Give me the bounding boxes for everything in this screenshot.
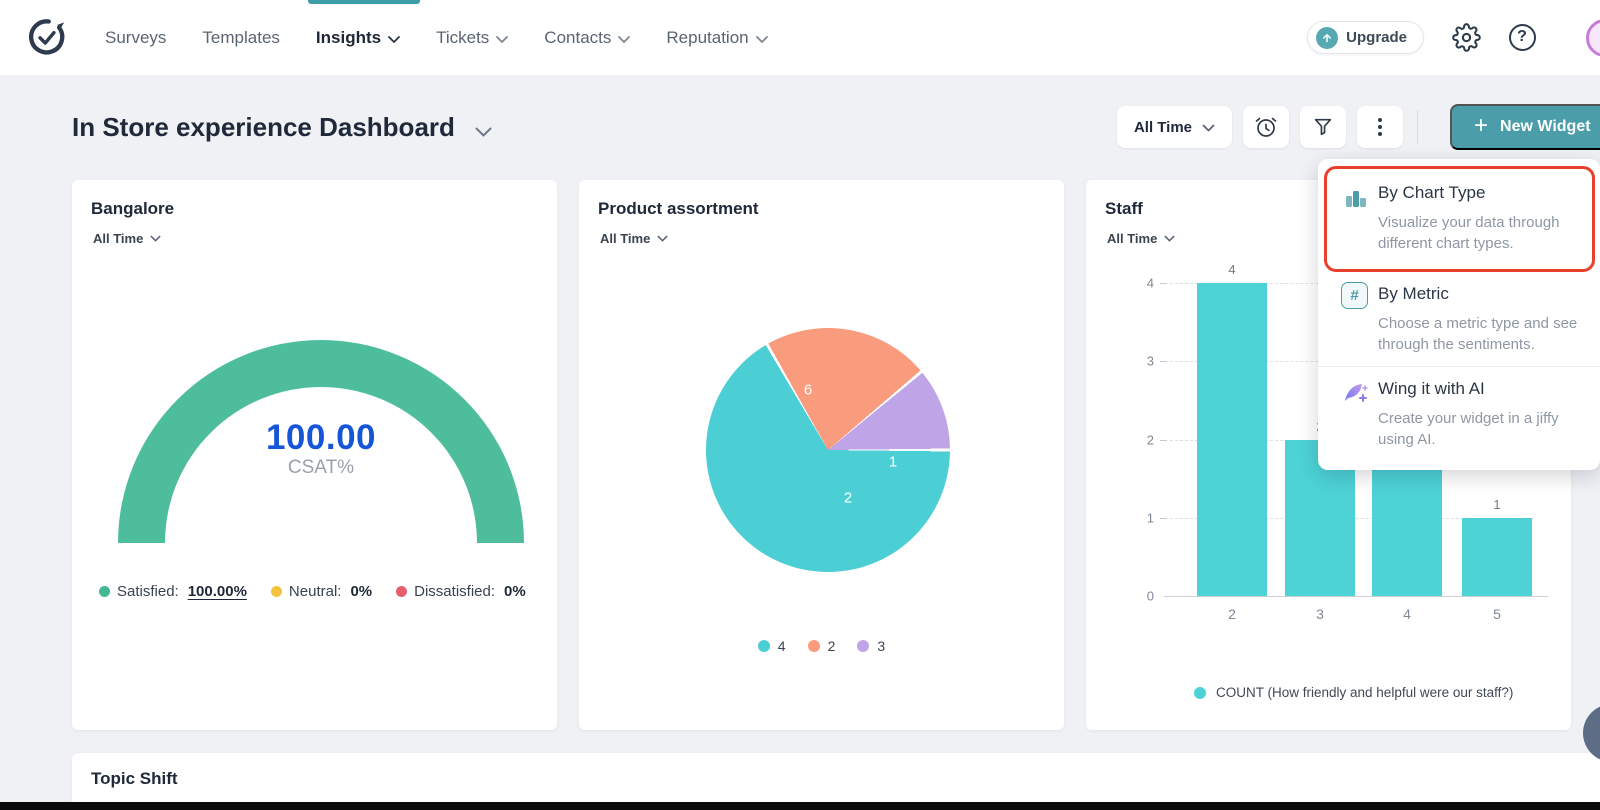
nav-tickets[interactable]: Tickets [436, 27, 509, 49]
dissatisfied-dot [396, 586, 408, 597]
x-axis-tick: 3 [1316, 606, 1324, 622]
x-axis-tick: 2 [1228, 606, 1236, 622]
bar [1462, 517, 1532, 596]
neutral-dot [270, 586, 282, 597]
widget-topic-shift: Topic Shift [72, 753, 1600, 810]
upgrade-button[interactable]: Upgrade [1307, 21, 1424, 54]
user-avatar[interactable] [1586, 19, 1600, 57]
y-axis-tick: 2 [1146, 432, 1154, 447]
x-axis-tick: 4 [1403, 606, 1411, 622]
chevron-down-icon [150, 231, 161, 246]
menu-divider [1318, 366, 1600, 367]
bar [1197, 283, 1267, 596]
chevron-down-icon [657, 231, 668, 246]
main-nav: Surveys Templates Insights Tickets Conta… [105, 0, 768, 75]
axis-tick-mark [1160, 439, 1167, 441]
legend-dot [1194, 686, 1206, 699]
legend-item: Neutral: 0% [270, 583, 372, 600]
widget-title: Bangalore [91, 199, 175, 218]
chevron-down-icon [1202, 120, 1215, 137]
axis-tick-mark [1160, 361, 1167, 363]
satisfied-dot [99, 586, 110, 597]
legend-item: 4 [757, 638, 786, 654]
gauge-metric-label: CSAT% [287, 457, 355, 478]
filter-funnel-icon [1314, 118, 1332, 136]
settings-gear-icon[interactable] [1451, 22, 1481, 52]
bar-chart-icon [1343, 185, 1369, 216]
widget-bangalore: Bangalore All Time 100.00 CSAT% Satisfie… [72, 180, 557, 730]
pie-legend: 4 2 3 [579, 638, 1064, 654]
gauge-legend: Satisfied: 100.00% Neutral: 0% Dissatisf… [99, 583, 526, 600]
pie-slice-label: 1 [888, 453, 898, 471]
y-axis-tick: 4 [1146, 275, 1154, 291]
y-axis-tick: 1 [1146, 510, 1154, 526]
legend-dot [857, 640, 870, 652]
legend-item: Dissatisfied: 0% [396, 583, 526, 600]
nav-contacts[interactable]: Contacts [544, 27, 631, 49]
chevron-down-icon [618, 29, 631, 49]
help-icon[interactable]: ? [1507, 22, 1537, 52]
menu-item-wing-it-with-ai[interactable]: Wing it with AI Create your widget in a … [1327, 377, 1593, 463]
ai-feather-icon [1341, 379, 1369, 412]
dashboard-title[interactable]: In Store experience Dashboard [72, 110, 492, 145]
legend-item: 3 [857, 638, 885, 654]
axis-tick-mark [1160, 517, 1167, 519]
bar-legend: COUNT (How friendly and helpful were our… [1194, 685, 1513, 700]
widget-title: Topic Shift [91, 769, 178, 788]
pie-chart: 6 2 1 [706, 328, 950, 572]
bar-value-label: 1 [1493, 496, 1501, 512]
chevron-down-icon [496, 29, 509, 49]
nav-reputation[interactable]: Reputation [666, 27, 768, 49]
menu-item-by-metric[interactable]: # By Metric Choose a metric type and see… [1327, 279, 1593, 365]
nav-templates[interactable]: Templates [202, 27, 280, 47]
filter-button[interactable] [1300, 106, 1346, 148]
new-widget-button[interactable]: + New Widget [1450, 104, 1600, 150]
y-axis-tick: 3 [1146, 353, 1154, 369]
menu-item-by-chart-type[interactable]: By Chart Type Visualize your data throug… [1324, 166, 1595, 272]
time-filter-dropdown[interactable]: All Time [1117, 106, 1232, 148]
widget-title: Staff [1105, 199, 1143, 218]
top-nav: Surveys Templates Insights Tickets Conta… [0, 0, 1600, 75]
pie-slice-label: 6 [803, 381, 813, 399]
widget-time-filter[interactable]: All Time [93, 231, 161, 246]
legend-dot [757, 640, 770, 652]
more-options-button[interactable] [1357, 106, 1403, 148]
nav-insights[interactable]: Insights [316, 27, 400, 49]
chat-widget-button[interactable] [1583, 704, 1600, 762]
widget-title: Product assortment [598, 199, 759, 218]
legend-item: 2 [807, 638, 835, 654]
widget-product-assortment: Product assortment All Time 6 2 1 4 2 3 [579, 180, 1064, 730]
upgrade-arrow-icon [1316, 26, 1339, 49]
gauge-value: 100.00 [265, 418, 377, 457]
y-axis-tick: 0 [1146, 588, 1154, 604]
x-axis-tick: 5 [1493, 606, 1501, 622]
pie-slice-label: 2 [843, 489, 853, 507]
bar-value-label: 4 [1228, 262, 1236, 277]
chevron-down-icon [475, 114, 492, 145]
widget-time-filter[interactable]: All Time [1107, 231, 1175, 246]
screen-bottom-bar [0, 802, 1600, 810]
chevron-down-icon [755, 29, 768, 49]
alarm-clock-icon [1255, 117, 1277, 137]
widget-time-filter[interactable]: All Time [600, 231, 668, 246]
hash-metric-icon: # [1341, 282, 1368, 309]
active-tab-indicator [308, 0, 420, 4]
new-widget-menu: By Chart Type Visualize your data throug… [1318, 159, 1600, 470]
toolbar-divider [1417, 110, 1418, 144]
chevron-down-icon [388, 29, 400, 49]
app-logo-icon[interactable] [28, 18, 66, 56]
kebab-menu-icon [1378, 118, 1382, 136]
axis-tick-mark [1160, 283, 1167, 284]
plus-icon: + [1474, 112, 1489, 139]
nav-surveys[interactable]: Surveys [105, 27, 167, 47]
chevron-down-icon [1164, 231, 1175, 246]
x-axis-line [1164, 596, 1548, 597]
legend-dot [807, 640, 820, 652]
alarm-schedule-button[interactable] [1243, 106, 1289, 148]
legend-item: Satisfied: 100.00% [99, 583, 247, 600]
